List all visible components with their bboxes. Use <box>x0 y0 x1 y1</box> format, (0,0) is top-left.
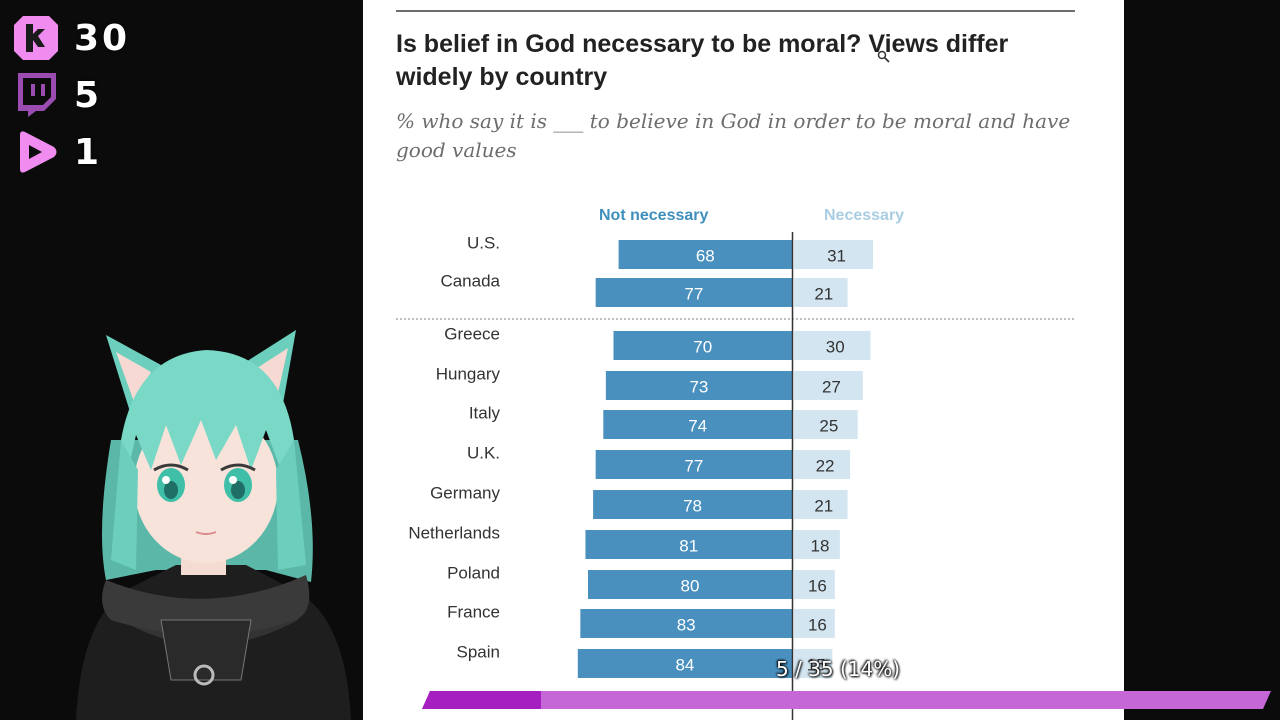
category-label: Germany <box>430 484 500 503</box>
bar-not-necessary <box>577 649 792 678</box>
value-label-not-necessary: 80 <box>681 577 700 596</box>
shared-document: Is belief in God necessary to be moral? … <box>363 0 1124 720</box>
progress-bar-fill <box>422 691 541 709</box>
category-label: Canada <box>440 272 500 291</box>
value-label-necessary: 21 <box>814 497 833 516</box>
bar-chart: U.S. 68 31 Canada 77 21 Greece 70 30 Hungary 73 27 I… <box>396 232 1075 720</box>
value-label-not-necessary: 74 <box>688 417 707 436</box>
youtube-count: 1 <box>74 131 103 173</box>
bar-necessary <box>794 490 848 519</box>
value-label-not-necessary: 84 <box>675 656 694 675</box>
mouse-cursor-icon <box>877 50 890 63</box>
value-label-necessary: 22 <box>816 457 835 476</box>
value-label-necessary: 16 <box>808 577 827 596</box>
value-label-necessary: 31 <box>827 247 846 266</box>
bar-not-necessary <box>595 278 792 307</box>
category-label: Greece <box>444 325 500 344</box>
chart-title: Is belief in God necessary to be moral? … <box>396 30 1009 91</box>
value-label-not-necessary: 68 <box>696 247 715 266</box>
bar-necessary <box>794 570 835 599</box>
bar-not-necessary <box>618 240 792 269</box>
value-label-necessary: 30 <box>826 338 845 357</box>
bar-necessary <box>794 649 833 678</box>
category-label: Poland <box>447 564 500 583</box>
value-label-not-necessary: 81 <box>679 537 698 556</box>
progress-bar <box>422 691 1271 709</box>
vtuber-avatar <box>66 320 356 720</box>
value-label-necessary: 15 <box>807 656 826 675</box>
bar-necessary <box>794 530 840 559</box>
bar-not-necessary <box>605 371 792 400</box>
bar-necessary <box>794 410 858 439</box>
progress-label: 5 / 35 (14%) <box>776 657 901 681</box>
value-label-necessary: 18 <box>810 537 829 556</box>
category-label: U.K. <box>467 444 500 463</box>
bar-not-necessary <box>613 331 792 360</box>
bar-necessary <box>794 240 874 269</box>
bar-necessary <box>794 331 871 360</box>
category-label: Hungary <box>436 365 501 384</box>
kick-count: 30 <box>74 17 131 59</box>
bar-not-necessary <box>588 570 792 599</box>
top-rule <box>396 10 1075 12</box>
category-label: France <box>447 603 500 622</box>
category-label: U.S. <box>467 234 500 253</box>
value-label-not-necessary: 77 <box>684 457 703 476</box>
category-label: Italy <box>469 404 501 423</box>
bar-necessary <box>794 609 835 638</box>
column-header-necessary: Necessary <box>824 207 905 224</box>
bar-not-necessary <box>593 490 792 519</box>
bar-necessary <box>794 450 851 479</box>
twitch-count: 5 <box>74 74 103 116</box>
value-label-not-necessary: 70 <box>693 338 712 357</box>
bar-not-necessary <box>580 609 792 638</box>
value-label-necessary: 21 <box>814 285 833 304</box>
value-label-necessary: 16 <box>808 616 827 635</box>
value-label-not-necessary: 73 <box>689 378 708 397</box>
value-label-necessary: 27 <box>822 378 841 397</box>
value-label-not-necessary: 78 <box>683 497 702 516</box>
value-label-necessary: 25 <box>819 417 838 436</box>
value-label-not-necessary: 83 <box>677 616 696 635</box>
twitch-logo-icon <box>14 73 58 117</box>
bar-not-necessary <box>595 450 792 479</box>
kick-stat: 30 <box>14 16 130 60</box>
chart-subtitle: % who say it is ___ to believe in God in… <box>396 109 1071 162</box>
category-label: Netherlands <box>408 524 500 543</box>
value-label-not-necessary: 77 <box>684 285 703 304</box>
youtube-play-icon <box>14 130 58 174</box>
bar-necessary <box>794 371 863 400</box>
category-label: Spain <box>457 643 500 662</box>
bar-necessary <box>794 278 848 307</box>
bar-not-necessary <box>603 410 792 439</box>
column-header-not-necessary: Not necessary <box>599 207 709 224</box>
twitch-stat: 5 <box>14 73 130 117</box>
stream-stats: 30 5 1 <box>14 16 130 187</box>
youtube-stat: 1 <box>14 130 130 174</box>
kick-logo-icon <box>14 16 58 60</box>
bar-not-necessary <box>585 530 792 559</box>
